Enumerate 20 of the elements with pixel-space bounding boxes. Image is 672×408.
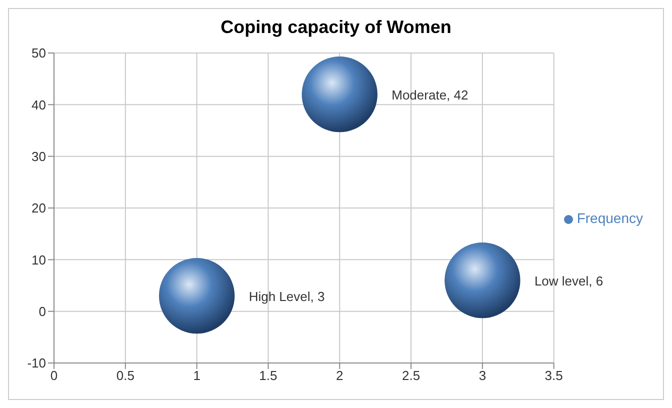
x-tick-label: 0.5	[116, 368, 134, 384]
data-label: Low level, 6	[534, 273, 604, 288]
data-label: High Level, 3	[248, 288, 325, 304]
y-tick-label: 20	[32, 200, 46, 216]
y-tick-label: 50	[32, 46, 46, 61]
x-tick-label: 2.5	[402, 368, 420, 384]
y-tick-label: 0	[38, 304, 46, 319]
y-tick-label: -10	[27, 356, 46, 371]
x-tick-label: 1	[193, 368, 200, 384]
chart-title: Coping capacity of Women	[220, 17, 452, 39]
y-tick-label: 10	[32, 252, 46, 268]
x-tick-label: 0	[50, 368, 58, 384]
y-tick-label: 30	[32, 148, 46, 164]
legend-label: Frequency	[576, 210, 643, 226]
x-tick-label: 2	[336, 368, 344, 384]
x-tick-label: 1.5	[259, 368, 278, 384]
x-tick-label: 3.5	[544, 368, 563, 384]
y-tick-label: 40	[32, 97, 46, 112]
x-tick-label: 3	[478, 368, 486, 384]
data-label: Moderate, 42	[392, 87, 468, 102]
